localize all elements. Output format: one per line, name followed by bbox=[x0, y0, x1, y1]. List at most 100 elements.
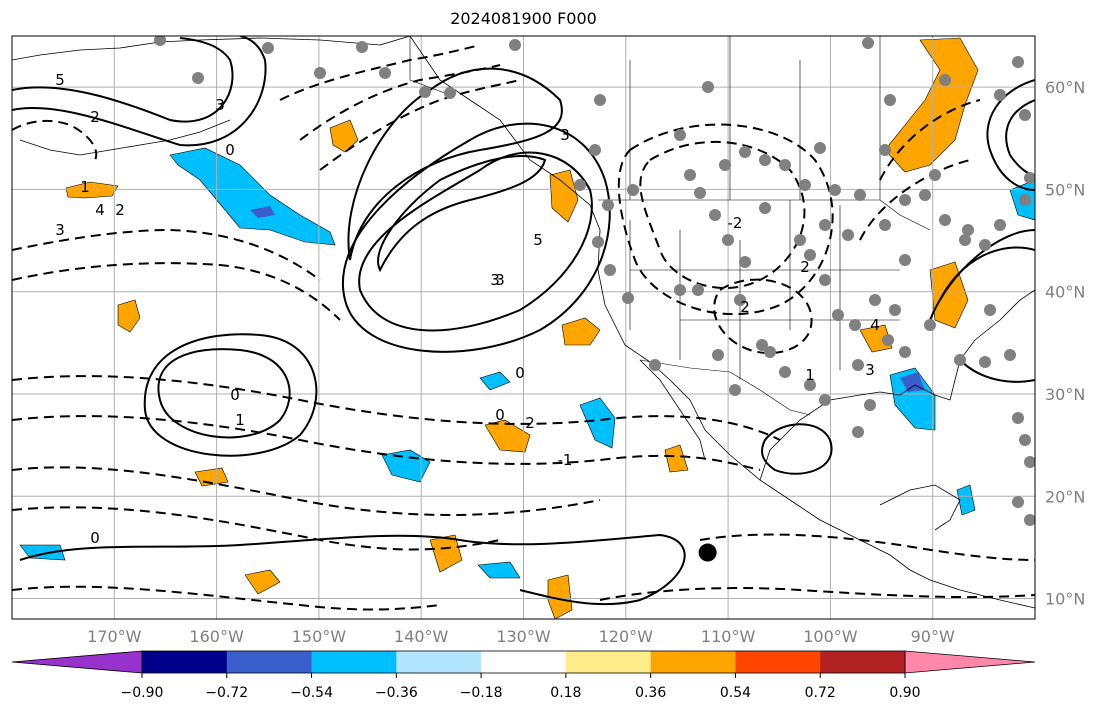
orange-patch bbox=[664, 444, 689, 473]
station-dot bbox=[779, 159, 791, 171]
storm-center-marker bbox=[698, 543, 717, 562]
contour-value-label: 2 bbox=[90, 108, 100, 126]
contour-value-label: 2 bbox=[525, 414, 535, 432]
contour-value-label: 3 bbox=[865, 361, 875, 379]
contour-value-label: 0 bbox=[495, 406, 505, 424]
station-dot bbox=[899, 194, 911, 206]
station-dot bbox=[994, 89, 1006, 101]
dashed-contour bbox=[12, 466, 601, 516]
longitude-tick-label: 170°W bbox=[87, 627, 142, 646]
station-dot bbox=[819, 274, 831, 286]
orange-patch bbox=[244, 569, 281, 595]
colorbar-segment bbox=[820, 651, 906, 673]
station-dot bbox=[602, 199, 614, 211]
solid-contour bbox=[12, 37, 234, 123]
coastlines bbox=[12, 36, 1035, 609]
latitude-tick-labels: 60°N 50°N 40°N 30°N 20°N 10°N bbox=[1045, 78, 1085, 608]
dashed-contour bbox=[699, 533, 1035, 561]
orange-patch bbox=[329, 119, 359, 153]
orange-patch bbox=[65, 181, 119, 199]
longitude-tick-labels: 170°W 160°W 150°W 140°W 130°W 120°W 110°W 100°W… bbox=[87, 627, 955, 646]
colorbar-segment bbox=[650, 651, 736, 673]
station-dot bbox=[939, 74, 951, 86]
dashed-contour bbox=[879, 99, 981, 181]
station-dot bbox=[1024, 172, 1035, 184]
solid-contour bbox=[377, 155, 547, 273]
station-dot bbox=[739, 256, 751, 268]
blue-patch bbox=[477, 561, 521, 579]
station-dot bbox=[739, 146, 751, 158]
station-dot bbox=[889, 304, 901, 316]
station-dot bbox=[712, 349, 724, 361]
dashed-contour-lines bbox=[12, 44, 1035, 611]
station-dot bbox=[719, 159, 731, 171]
station-dot bbox=[759, 202, 771, 214]
contour-value-label: 1 bbox=[805, 366, 815, 384]
station-dot bbox=[756, 339, 768, 351]
station-dot bbox=[794, 234, 806, 246]
colorbar-tick-label: −0.72 bbox=[205, 685, 248, 701]
blue-patch bbox=[479, 371, 511, 391]
contour-value-label: 1 bbox=[80, 178, 90, 196]
station-dot bbox=[702, 81, 714, 93]
contour-value-label: 1 bbox=[235, 411, 245, 429]
longitude-tick-label: 150°W bbox=[292, 627, 347, 646]
station-dot bbox=[869, 294, 881, 306]
colorbar-extend-min bbox=[11, 650, 143, 674]
station-dot bbox=[939, 214, 951, 226]
us-mexico-border bbox=[639, 359, 811, 416]
colorbar-segment bbox=[565, 651, 652, 673]
station-dot bbox=[692, 284, 704, 296]
latitude-tick-label: 60°N bbox=[1045, 78, 1085, 97]
solid-contour bbox=[157, 348, 291, 439]
longitude-tick-label: 140°W bbox=[394, 627, 449, 646]
station-dot bbox=[879, 219, 891, 231]
blue-patch bbox=[579, 397, 616, 449]
station-dot bbox=[627, 184, 639, 196]
station-dot bbox=[864, 399, 876, 411]
station-dot bbox=[849, 319, 861, 331]
dashed-contour bbox=[12, 506, 501, 551]
station-dots bbox=[154, 36, 1035, 526]
map-frame bbox=[11, 35, 1036, 620]
station-dot bbox=[962, 224, 974, 236]
station-dot bbox=[804, 379, 816, 391]
station-dot bbox=[1024, 456, 1035, 468]
station-dot bbox=[852, 426, 864, 438]
colorbar-segment bbox=[226, 651, 313, 673]
station-dot bbox=[884, 94, 896, 106]
contour-value-label: 5 bbox=[533, 231, 543, 249]
station-dot bbox=[924, 319, 936, 331]
colorbar-segment bbox=[311, 651, 397, 673]
colorbar bbox=[11, 650, 1036, 674]
station-dot bbox=[919, 189, 931, 201]
station-dot bbox=[979, 239, 991, 251]
station-dot bbox=[929, 169, 941, 181]
blue-patch bbox=[889, 367, 936, 431]
station-dot bbox=[842, 229, 854, 241]
station-dot bbox=[729, 384, 741, 396]
contour-value-label: 0 bbox=[230, 386, 240, 404]
dashed-contour bbox=[12, 228, 321, 281]
contour-value-label: 2 bbox=[115, 201, 125, 219]
station-dot bbox=[574, 179, 586, 191]
station-dot bbox=[674, 129, 686, 141]
station-dot bbox=[819, 219, 831, 231]
station-dot bbox=[979, 356, 991, 368]
station-dot bbox=[592, 236, 604, 248]
orange-patch bbox=[549, 169, 579, 223]
alaska-canada-border bbox=[409, 36, 451, 96]
station-dot bbox=[759, 154, 771, 166]
colorbar-segment bbox=[142, 651, 228, 673]
station-dot bbox=[722, 234, 734, 246]
solid-contour bbox=[12, 36, 267, 147]
station-dot bbox=[379, 67, 391, 79]
station-dot bbox=[832, 309, 844, 321]
station-dot bbox=[649, 359, 661, 371]
political-borders bbox=[409, 36, 931, 416]
station-dot bbox=[814, 142, 826, 154]
contour-value-label: 3 bbox=[560, 126, 570, 144]
station-dot bbox=[954, 354, 966, 366]
longitude-tick-label: 100°W bbox=[803, 627, 858, 646]
